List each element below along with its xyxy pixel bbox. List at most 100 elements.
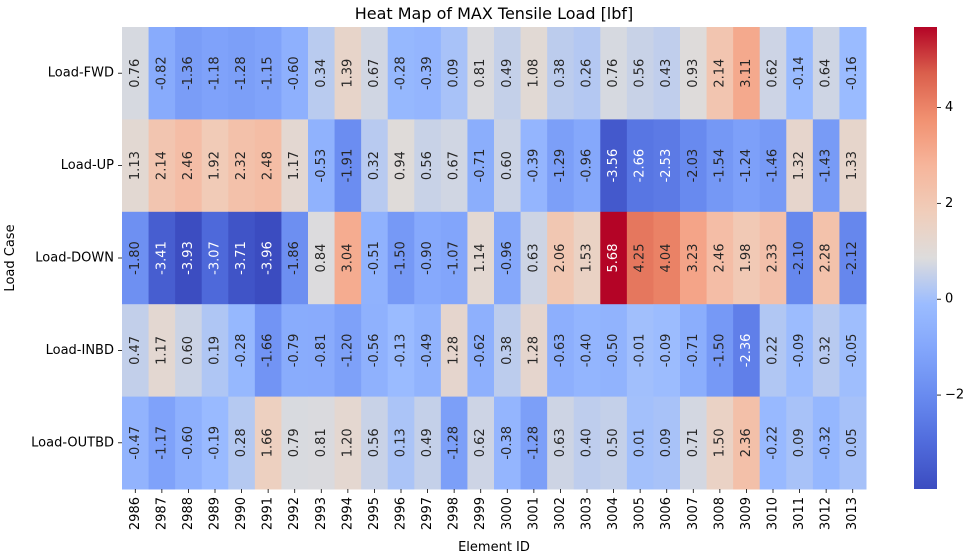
cell-value-label: -1.50 xyxy=(712,334,727,368)
cell-value-label: 0.22 xyxy=(766,336,781,365)
cell-value-label: 0.84 xyxy=(314,244,329,273)
cell-value-label: 2.46 xyxy=(712,244,727,273)
cell-value-label: 3.04 xyxy=(340,244,355,273)
heatmap-cell xyxy=(786,27,814,120)
y-tick-label: Load-FWD xyxy=(48,66,114,81)
heatmap-cell xyxy=(839,119,867,213)
cell-value-label: 2.36 xyxy=(739,428,754,457)
cell-value-label: -3.56 xyxy=(606,149,621,183)
x-tick-label: 3013 xyxy=(845,497,860,530)
heatmap-cell xyxy=(228,396,256,490)
cell-value-label: 0.56 xyxy=(420,151,435,180)
cell-value-label: 3.11 xyxy=(739,59,754,88)
heatmap-cell xyxy=(387,27,415,120)
heatmap-cell xyxy=(334,27,362,120)
cell-value-label: -0.79 xyxy=(287,334,302,368)
x-tick-label: 2989 xyxy=(208,497,223,530)
heatmap-cell xyxy=(494,119,522,213)
cell-value-label: 0.81 xyxy=(314,428,329,457)
x-tick-label: 2987 xyxy=(154,497,169,530)
cell-value-label: 1.92 xyxy=(208,151,223,180)
heatmap-cell xyxy=(387,396,415,490)
cell-value-label: -3.07 xyxy=(208,241,223,275)
cell-value-label: -0.90 xyxy=(420,241,435,275)
colorbar-tick-label: 4 xyxy=(945,100,953,115)
heatmap-cell xyxy=(653,119,681,213)
heatmap-cell xyxy=(706,27,734,120)
cell-value-label: -0.50 xyxy=(606,334,621,368)
cell-value-label: 0.28 xyxy=(234,428,249,457)
cell-value-label: 1.50 xyxy=(712,428,727,457)
heatmap-cell xyxy=(254,304,282,398)
heatmap-cell xyxy=(520,119,548,213)
heatmap-cell xyxy=(467,396,495,490)
cell-value-label: -2.10 xyxy=(792,241,807,275)
cell-value-label: -0.71 xyxy=(686,334,701,368)
cell-value-label: 1.28 xyxy=(447,336,462,365)
cell-value-label: 1.53 xyxy=(580,244,595,273)
heatmap-cell xyxy=(494,211,522,305)
x-tick-label: 2986 xyxy=(128,497,143,530)
cell-value-label: -2.03 xyxy=(686,149,701,183)
heatmap-cell xyxy=(440,211,468,305)
cell-value-label: -0.09 xyxy=(792,334,807,368)
heatmap-cell xyxy=(626,396,654,490)
y-axis-label: Load Case xyxy=(3,224,18,291)
y-tick-label: Load-OUTBD xyxy=(31,435,114,450)
x-tick-label: 2997 xyxy=(420,497,435,530)
heatmap-cell xyxy=(175,27,203,120)
cell-value-label: 0.67 xyxy=(367,59,382,88)
heatmap-cell xyxy=(148,304,176,398)
cell-value-label: -1.54 xyxy=(712,149,727,183)
cell-value-label: 3.23 xyxy=(686,244,701,273)
cell-value-label: 2.06 xyxy=(553,244,568,273)
colorbar-tick-label: −2 xyxy=(945,388,964,403)
heatmap-cell xyxy=(334,396,362,490)
x-tick-label: 2993 xyxy=(314,497,329,530)
heatmap-cell xyxy=(680,27,708,120)
cell-value-label: -1.24 xyxy=(739,149,754,183)
heatmap-cell xyxy=(228,27,256,120)
heatmap-cell xyxy=(573,304,601,398)
x-tick-label: 2998 xyxy=(447,497,462,530)
cell-value-label: 1.39 xyxy=(340,59,355,88)
heatmap-cell xyxy=(600,27,628,120)
heatmap-cell xyxy=(520,211,548,305)
heatmap-cell xyxy=(175,304,203,398)
x-tick-label: 3001 xyxy=(526,497,541,530)
heatmap-cell xyxy=(122,304,150,398)
heatmap-cell xyxy=(334,304,362,398)
cell-value-label: -1.80 xyxy=(128,241,143,275)
heatmap-cell xyxy=(201,211,229,305)
cell-value-label: 2.14 xyxy=(712,59,727,88)
cell-value-label: 0.60 xyxy=(181,336,196,365)
cell-value-label: 0.47 xyxy=(128,336,143,365)
x-tick-label: 3004 xyxy=(606,497,621,530)
cell-value-label: -0.40 xyxy=(580,334,595,368)
x-tick-label: 2990 xyxy=(234,497,249,530)
heatmap-cell xyxy=(547,119,575,213)
cell-value-label: 0.09 xyxy=(447,59,462,88)
cell-value-label: 0.09 xyxy=(659,428,674,457)
heatmap-cell xyxy=(520,396,548,490)
x-tick-label: 2999 xyxy=(473,497,488,530)
cell-value-label: 2.32 xyxy=(234,151,249,180)
heatmap-cell xyxy=(573,211,601,305)
heatmap-cell xyxy=(759,396,787,490)
heatmap-cell xyxy=(600,396,628,490)
heatmap-cell xyxy=(626,119,654,213)
cell-value-label: -3.41 xyxy=(154,241,169,275)
cell-value-label: -0.63 xyxy=(553,334,568,368)
x-axis-label: Element ID xyxy=(458,540,530,555)
heatmap-cell xyxy=(839,27,867,120)
heatmap-cell xyxy=(175,119,203,213)
cell-value-label: 0.43 xyxy=(659,59,674,88)
cell-value-label: 1.32 xyxy=(792,151,807,180)
heatmap-cell xyxy=(812,119,840,213)
cell-value-label: 0.01 xyxy=(633,428,648,457)
heatmap-cell xyxy=(759,27,787,120)
heatmap-cell xyxy=(759,211,787,305)
cell-value-label: 0.67 xyxy=(447,151,462,180)
chart-title: Heat Map of MAX Tensile Load [lbf] xyxy=(355,4,634,23)
